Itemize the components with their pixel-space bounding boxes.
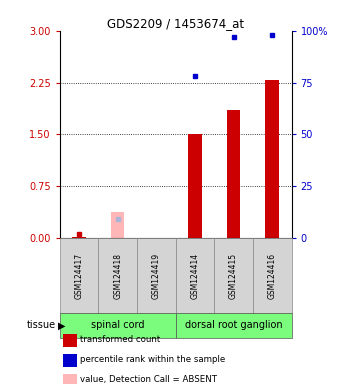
Bar [60,238,98,313]
Bar [176,238,214,313]
Text: GSM124419: GSM124419 [152,252,161,299]
Text: GSM124414: GSM124414 [190,252,199,299]
Text: percentile rank within the sample: percentile rank within the sample [80,355,225,364]
Text: GSM124417: GSM124417 [74,252,84,299]
Text: transformed count: transformed count [80,335,160,344]
Text: spinal cord: spinal cord [91,320,144,331]
Bar [188,134,202,238]
Bar [60,313,176,338]
Text: GSM124415: GSM124415 [229,252,238,299]
Text: GSM124418: GSM124418 [113,253,122,298]
Text: value, Detection Call = ABSENT: value, Detection Call = ABSENT [80,375,217,384]
Bar [137,238,176,313]
Text: ▶: ▶ [58,320,65,331]
Text: GSM124416: GSM124416 [268,252,277,299]
Bar [72,237,86,238]
Bar [227,110,240,238]
Bar [111,212,124,238]
Text: tissue: tissue [27,320,56,331]
Text: dorsal root ganglion: dorsal root ganglion [185,320,282,331]
Bar [214,238,253,313]
Bar [253,238,292,313]
Title: GDS2209 / 1453674_at: GDS2209 / 1453674_at [107,17,244,30]
Bar [265,81,279,238]
Bar [98,238,137,313]
Bar [176,313,292,338]
